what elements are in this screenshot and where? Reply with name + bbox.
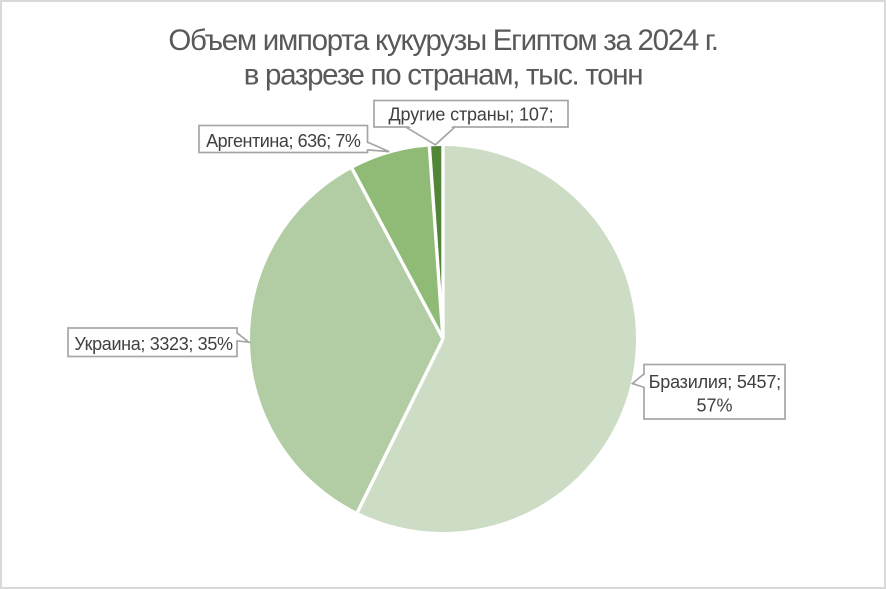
svg-text:57%: 57% [696, 396, 732, 416]
svg-text:Аргентина; 636; 7%: Аргентина; 636; 7% [206, 131, 361, 151]
svg-text:Объем импорта кукурузы Египтом: Объем импорта кукурузы Египтом за 2024 г… [168, 24, 717, 57]
svg-text:Бразилия; 5457;: Бразилия; 5457; [649, 372, 781, 392]
svg-text:Украина; 3323; 35%: Украина; 3323; 35% [74, 334, 233, 354]
svg-text:Другие страны; 107;: Другие страны; 107; [389, 105, 554, 125]
svg-text:в разрезе по странам, тыс. тон: в разрезе по странам, тыс. тонн [244, 59, 643, 92]
